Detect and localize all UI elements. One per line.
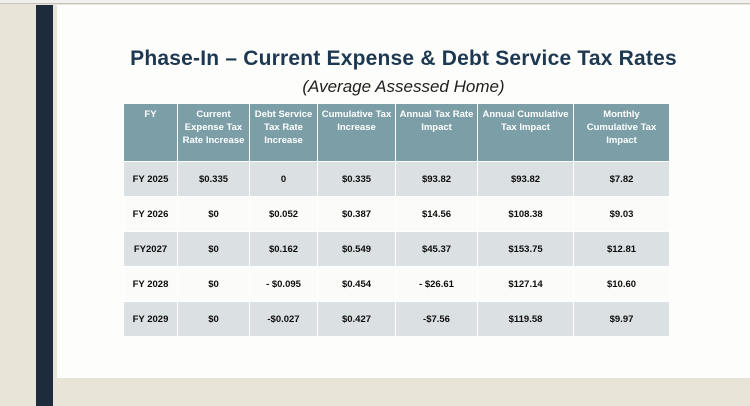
column-header-cumulative-increase: Cumulative Tax Increase <box>317 103 396 162</box>
cell-debt-service: $0.052 <box>249 196 318 232</box>
column-header-annual-cumulative-impact: Annual Cumulative Tax Impact <box>477 103 574 162</box>
presentation-slide: Phase-In – Current Expense & Debt Servic… <box>57 5 750 378</box>
cell-current-expense: $0.335 <box>177 161 250 197</box>
cell-annual-rate-impact: $45.37 <box>395 231 478 267</box>
cell-fy: FY2027 <box>123 231 178 267</box>
slide-subtitle: (Average Assessed Home) <box>302 77 505 96</box>
table-row-fy2029: FY 2029 $0 -$0.027 $0.427 -$7.56 $119.58… <box>123 301 670 337</box>
cell-annual-rate-impact: $14.56 <box>395 196 478 232</box>
cell-cumulative-increase: $0.335 <box>317 161 396 197</box>
cell-monthly-cumulative-impact: $10.60 <box>573 266 670 302</box>
cell-cumulative-increase: $0.549 <box>317 231 396 267</box>
cell-monthly-cumulative-impact: $9.03 <box>573 196 670 232</box>
cell-annual-rate-impact: - $26.61 <box>395 266 478 302</box>
cell-annual-rate-impact: $93.82 <box>395 161 478 197</box>
cell-annual-cumulative-impact: $119.58 <box>477 301 574 337</box>
table-row-fy2027: FY2027 $0 $0.162 $0.549 $45.37 $153.75 $… <box>123 231 670 267</box>
cell-current-expense: $0 <box>177 231 250 267</box>
cell-debt-service: - $0.095 <box>249 266 318 302</box>
cell-annual-cumulative-impact: $153.75 <box>477 231 574 267</box>
cell-annual-rate-impact: -$7.56 <box>395 301 478 337</box>
table-row-fy2025: FY 2025 $0.335 0 $0.335 $93.82 $93.82 $7… <box>123 161 670 197</box>
column-header-current-expense: Current Expense Tax Rate Increase <box>177 103 250 162</box>
cell-current-expense: $0 <box>177 196 250 232</box>
cell-cumulative-increase: $0.387 <box>317 196 396 232</box>
cell-debt-service: -$0.027 <box>249 301 318 337</box>
column-header-monthly-cumulative-impact: Monthly Cumulative Tax Impact <box>573 103 670 162</box>
cell-cumulative-increase: $0.427 <box>317 301 396 337</box>
cell-debt-service: 0 <box>249 161 318 197</box>
column-header-annual-rate-impact: Annual Tax Rate Impact <box>395 103 478 162</box>
cell-fy: FY 2026 <box>123 196 178 232</box>
table-row-fy2028: FY 2028 $0 - $0.095 $0.454 - $26.61 $127… <box>123 266 670 302</box>
cell-fy: FY 2025 <box>123 161 178 197</box>
table-header: FY Current Expense Tax Rate Increase Deb… <box>123 103 670 162</box>
cell-annual-cumulative-impact: $108.38 <box>477 196 574 232</box>
column-header-debt-service: Debt Service Tax Rate Increase <box>249 103 318 162</box>
cell-annual-cumulative-impact: $127.14 <box>477 266 574 302</box>
cell-fy: FY 2029 <box>123 301 178 337</box>
cell-debt-service: $0.162 <box>249 231 318 267</box>
table-row-fy2026: FY 2026 $0 $0.052 $0.387 $14.56 $108.38 … <box>123 196 670 232</box>
top-border <box>0 0 750 4</box>
cell-current-expense: $0 <box>177 266 250 302</box>
header-row: FY Current Expense Tax Rate Increase Deb… <box>123 103 670 162</box>
column-header-fy: FY <box>123 103 178 162</box>
cell-monthly-cumulative-impact: $7.82 <box>573 161 670 197</box>
slide-title: Phase-In – Current Expense & Debt Servic… <box>130 47 677 70</box>
cell-monthly-cumulative-impact: $12.81 <box>573 231 670 267</box>
cell-current-expense: $0 <box>177 301 250 337</box>
cell-annual-cumulative-impact: $93.82 <box>477 161 574 197</box>
tax-rates-table: FY Current Expense Tax Rate Increase Deb… <box>123 103 670 337</box>
table-body: FY 2025 $0.335 0 $0.335 $93.82 $93.82 $7… <box>123 161 670 337</box>
cell-fy: FY 2028 <box>123 266 178 302</box>
cell-cumulative-increase: $0.454 <box>317 266 396 302</box>
slide-accent-bar <box>36 5 53 406</box>
cell-monthly-cumulative-impact: $9.97 <box>573 301 670 337</box>
